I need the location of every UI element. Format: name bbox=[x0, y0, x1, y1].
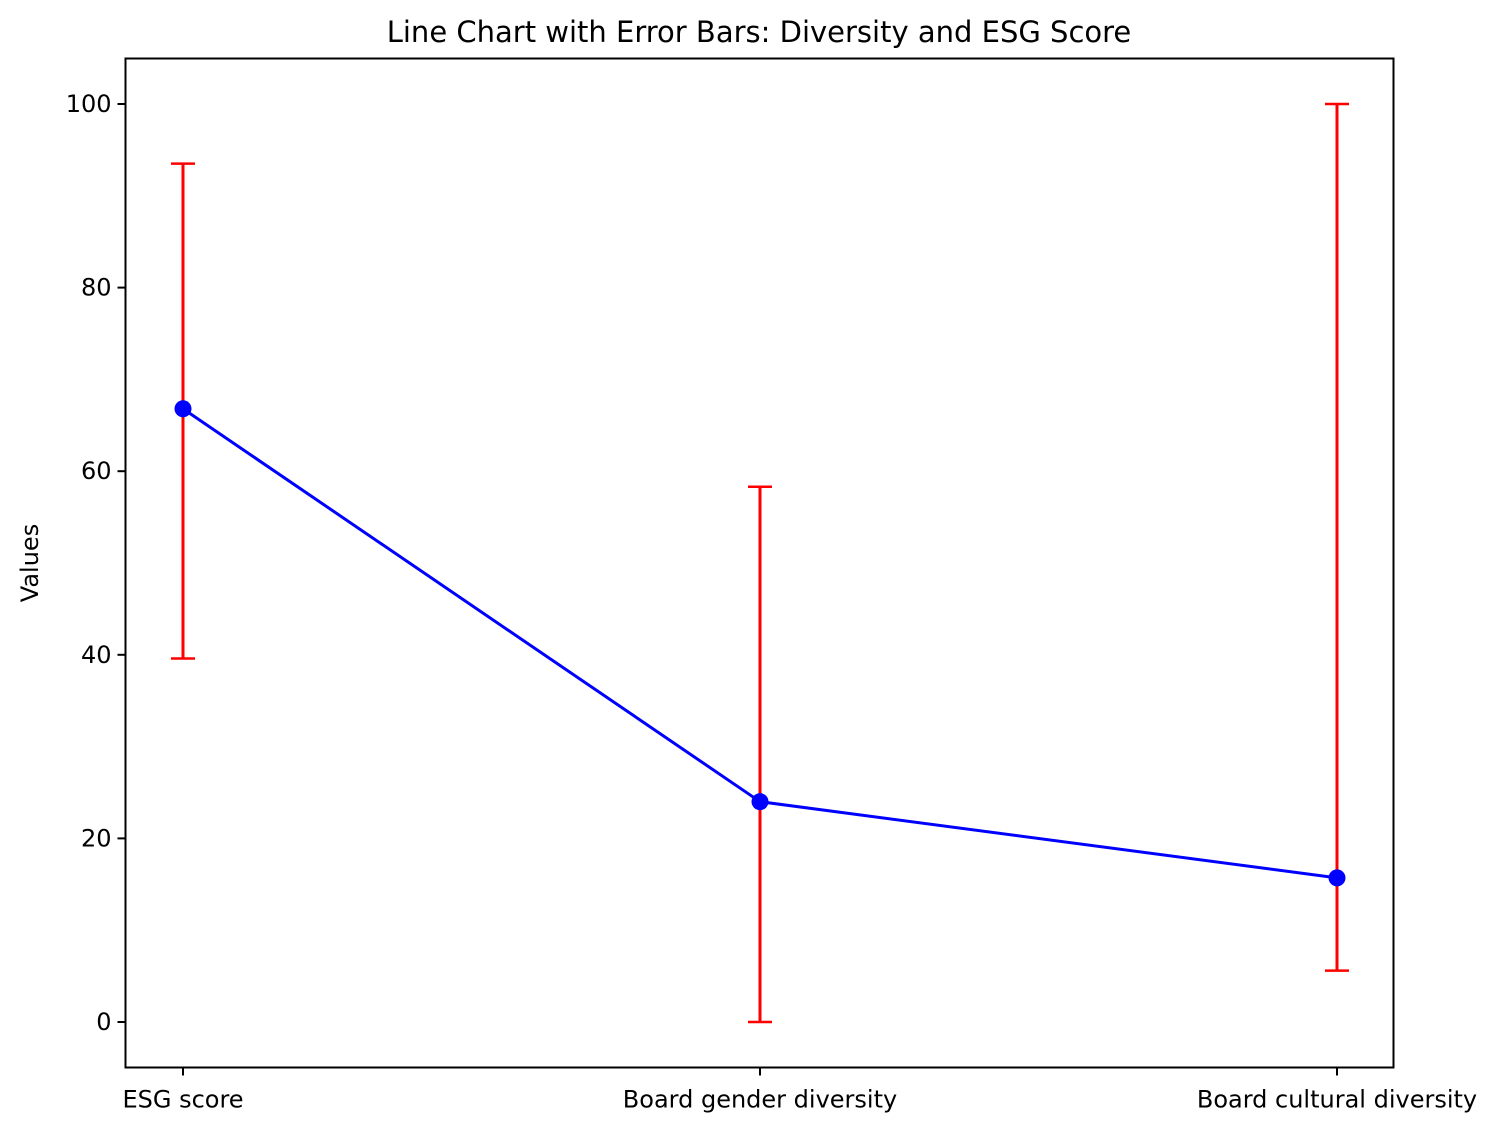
x-tick-label: Board cultural diversity bbox=[1197, 1086, 1477, 1114]
data-point bbox=[174, 400, 192, 418]
y-tick-label: 80 bbox=[81, 274, 112, 302]
x-tick-label: Board gender diversity bbox=[623, 1086, 897, 1114]
y-tick-label: 0 bbox=[96, 1008, 111, 1036]
axes-frame bbox=[124, 57, 1395, 1069]
y-tick-label: 100 bbox=[66, 90, 112, 118]
data-point bbox=[1328, 869, 1346, 887]
y-tick-label: 40 bbox=[81, 641, 112, 669]
data-point bbox=[751, 793, 769, 811]
x-tick-label: ESG score bbox=[122, 1086, 243, 1114]
plot-area: 0 20 40 60 80 100 ESG score Board gender divers… bbox=[66, 90, 1477, 1114]
chart-title: Line Chart with Error Bars: Diversity an… bbox=[387, 15, 1132, 49]
y-tick-label: 60 bbox=[81, 457, 112, 485]
y-axis-label: Values bbox=[16, 524, 44, 602]
y-tick-label: 20 bbox=[81, 824, 112, 852]
